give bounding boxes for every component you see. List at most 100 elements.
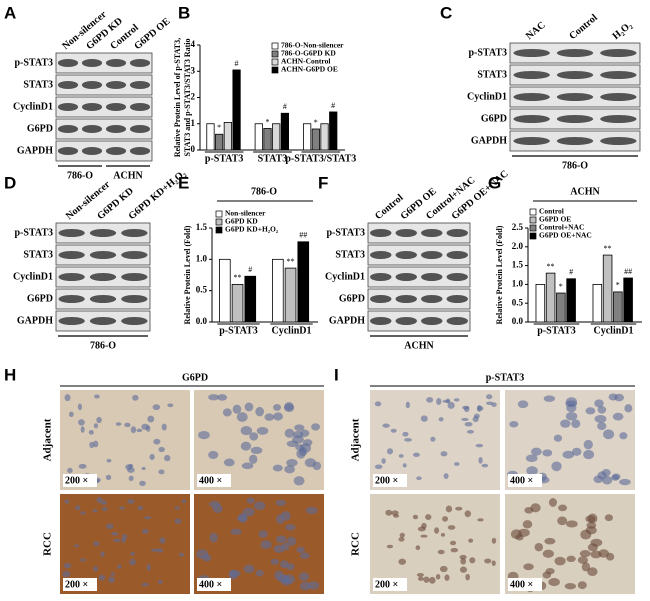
magnification-box <box>197 578 231 591</box>
nucleus <box>92 509 98 513</box>
nucleus <box>296 546 305 553</box>
nucleus <box>62 570 71 578</box>
nucleus <box>526 466 538 476</box>
band <box>105 125 127 133</box>
nucleus <box>402 463 407 468</box>
nucleus <box>222 408 232 417</box>
magnification-label: 200 × <box>65 579 88 590</box>
nucleus <box>417 576 424 581</box>
band <box>89 229 117 237</box>
significance-mark: * <box>265 117 269 126</box>
nucleus <box>386 544 394 549</box>
x-tick-label: p-STAT3/STAT3 <box>285 153 356 164</box>
panel-letter: I <box>334 365 339 384</box>
panel-letter: C <box>440 3 452 22</box>
nucleus <box>64 394 71 402</box>
nucleus <box>158 446 165 453</box>
y-axis-label: Relative Protein Level (Fold) <box>183 225 192 324</box>
legend-swatch <box>529 208 537 216</box>
nucleus <box>246 497 255 504</box>
cell-line-label: 786-O <box>562 160 588 171</box>
row-label: STAT3 <box>23 249 53 260</box>
significance-mark: ** <box>286 257 294 266</box>
band <box>81 125 103 133</box>
nucleus <box>534 542 544 552</box>
band <box>121 295 148 303</box>
blot-strip <box>55 140 153 162</box>
legend-label: Non-silencer <box>225 209 266 218</box>
significance-mark: # <box>283 102 287 111</box>
band <box>58 317 85 325</box>
nucleus <box>105 474 112 481</box>
blot-strip <box>367 266 471 288</box>
nucleus <box>244 402 254 412</box>
nucleus <box>270 558 280 565</box>
band <box>600 93 637 101</box>
nucleus <box>128 475 134 482</box>
nucleus <box>77 403 83 411</box>
nucleus <box>619 478 631 486</box>
band <box>395 229 417 237</box>
nucleus <box>285 524 296 531</box>
row-label: Adjacent <box>42 418 54 461</box>
nucleus <box>525 454 538 462</box>
nucleus <box>96 416 102 424</box>
nucleus <box>405 401 410 409</box>
nucleus <box>280 511 291 521</box>
bar <box>280 112 289 151</box>
nucleus <box>174 506 180 510</box>
band <box>129 147 151 155</box>
row-label: G6PD <box>27 293 53 304</box>
nucleus <box>101 506 108 512</box>
band <box>89 295 117 303</box>
band <box>57 59 79 67</box>
nucleus <box>465 573 470 581</box>
band <box>81 59 103 67</box>
band <box>129 81 151 89</box>
band <box>395 273 417 281</box>
nucleus <box>106 458 112 463</box>
nucleus <box>100 500 107 505</box>
band <box>370 251 392 259</box>
nucleus <box>484 558 492 564</box>
band <box>421 229 443 237</box>
nucleus <box>450 547 459 553</box>
nucleus <box>386 448 394 455</box>
nucleus <box>67 467 73 474</box>
micrograph <box>60 494 190 594</box>
legend-label: Control <box>539 207 564 216</box>
nucleus <box>440 451 448 457</box>
chart-title: ACHN <box>570 186 600 197</box>
bar <box>545 272 556 323</box>
nucleus <box>253 501 266 511</box>
nucleus <box>554 556 566 566</box>
bar <box>263 128 272 151</box>
lane-label: G6PD OE <box>132 16 172 52</box>
y-tick-label: 0 <box>191 144 196 154</box>
nucleus <box>476 406 484 411</box>
nucleus <box>415 545 421 551</box>
nucleus <box>147 415 155 423</box>
nucleus <box>153 438 161 445</box>
significance-mark: ** <box>604 244 612 253</box>
magnification-box <box>373 474 407 487</box>
nucleus <box>440 533 446 537</box>
y-tick-label: 3 <box>191 65 196 75</box>
nucleus <box>390 428 397 433</box>
nucleus <box>577 581 587 590</box>
nucleus <box>585 515 596 523</box>
nucleus <box>577 556 589 564</box>
nucleus <box>624 404 633 413</box>
nucleus <box>100 551 105 557</box>
nucleus <box>152 404 161 411</box>
nucleus <box>298 447 308 457</box>
legend-label: G6PD KD+H₂O₂ <box>225 225 279 234</box>
nucleus <box>399 532 405 538</box>
nucleus <box>587 567 598 576</box>
nucleus <box>486 394 493 400</box>
nucleus <box>178 552 184 557</box>
x-tick-label: p-STAT3 <box>205 153 244 164</box>
blot-strip <box>367 244 471 266</box>
nucleus <box>136 428 143 433</box>
magnification-label: 200 × <box>375 475 398 486</box>
